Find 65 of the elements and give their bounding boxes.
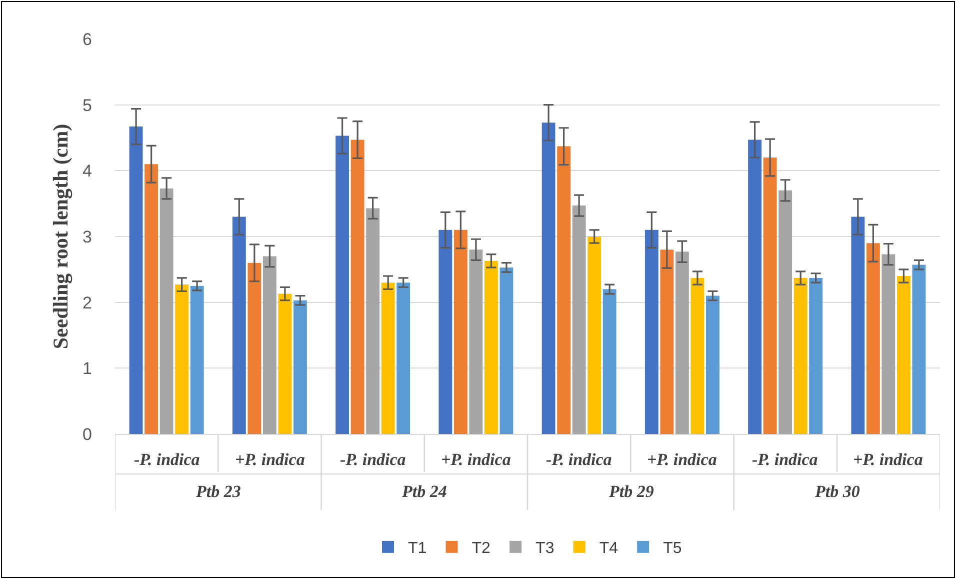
bar bbox=[232, 216, 246, 434]
bar bbox=[160, 188, 174, 434]
y-axis-title: Seedling root length (cm) bbox=[48, 124, 73, 350]
bar bbox=[500, 267, 514, 434]
x-tick-label: +P. indica bbox=[441, 450, 512, 469]
bar bbox=[469, 250, 483, 434]
x-tick-label: +P. indica bbox=[853, 450, 924, 469]
bar bbox=[588, 236, 602, 434]
legend-label: T5 bbox=[663, 540, 682, 558]
text: Ptb 23 bbox=[195, 482, 242, 501]
text: Ptb 30 bbox=[814, 482, 860, 501]
bar bbox=[262, 256, 276, 434]
bar bbox=[278, 294, 292, 434]
bar bbox=[396, 282, 410, 434]
y-tick-label: 5 bbox=[82, 96, 92, 115]
bar bbox=[144, 164, 158, 434]
bar bbox=[294, 300, 307, 434]
bar bbox=[882, 254, 896, 434]
y-tick-label: 3 bbox=[82, 227, 92, 246]
y-tick-label: 1 bbox=[82, 359, 92, 378]
bar bbox=[748, 140, 762, 434]
text: Ptb 24 bbox=[401, 482, 447, 501]
bar bbox=[350, 140, 364, 434]
bar bbox=[484, 260, 498, 434]
y-tick-label: 4 bbox=[82, 162, 92, 181]
bar bbox=[438, 230, 452, 434]
y-tick-label: 0 bbox=[82, 424, 92, 444]
x-tick-label: -P. indica bbox=[546, 450, 612, 469]
bar bbox=[542, 122, 556, 434]
bar bbox=[175, 284, 189, 434]
bar bbox=[778, 190, 792, 434]
bar bbox=[660, 250, 674, 434]
bar bbox=[381, 282, 395, 434]
bar bbox=[809, 278, 823, 434]
y-tick-label: 2 bbox=[82, 293, 92, 312]
bar bbox=[675, 252, 689, 434]
x-tick-label: +P. indica bbox=[647, 450, 718, 469]
legend-label: T4 bbox=[599, 540, 618, 558]
bar bbox=[794, 278, 808, 434]
bar bbox=[644, 230, 658, 434]
legend-label: T1 bbox=[408, 540, 427, 558]
bar bbox=[557, 146, 571, 434]
legend-label: T2 bbox=[472, 540, 491, 558]
bar bbox=[851, 216, 865, 434]
bar bbox=[763, 158, 777, 434]
bar bbox=[572, 206, 586, 434]
bar bbox=[912, 264, 926, 434]
x-tick-label: -P. indica bbox=[752, 450, 818, 469]
x-tick-label: +P. indica bbox=[235, 450, 306, 469]
bar bbox=[896, 276, 910, 434]
bar bbox=[129, 126, 143, 434]
bar bbox=[706, 296, 720, 434]
bar bbox=[366, 208, 380, 434]
bar bbox=[602, 289, 616, 434]
text: Ptb 29 bbox=[608, 482, 654, 501]
legend-label: T3 bbox=[536, 540, 554, 558]
bar bbox=[454, 230, 468, 434]
bar bbox=[690, 278, 704, 434]
y-tick-label: 6 bbox=[82, 30, 92, 49]
bar bbox=[248, 262, 262, 434]
bar bbox=[336, 136, 349, 434]
bar bbox=[190, 286, 204, 434]
x-tick-label: -P. indica bbox=[340, 450, 406, 469]
bar bbox=[866, 243, 880, 434]
x-tick-label: -P. indica bbox=[134, 450, 200, 469]
